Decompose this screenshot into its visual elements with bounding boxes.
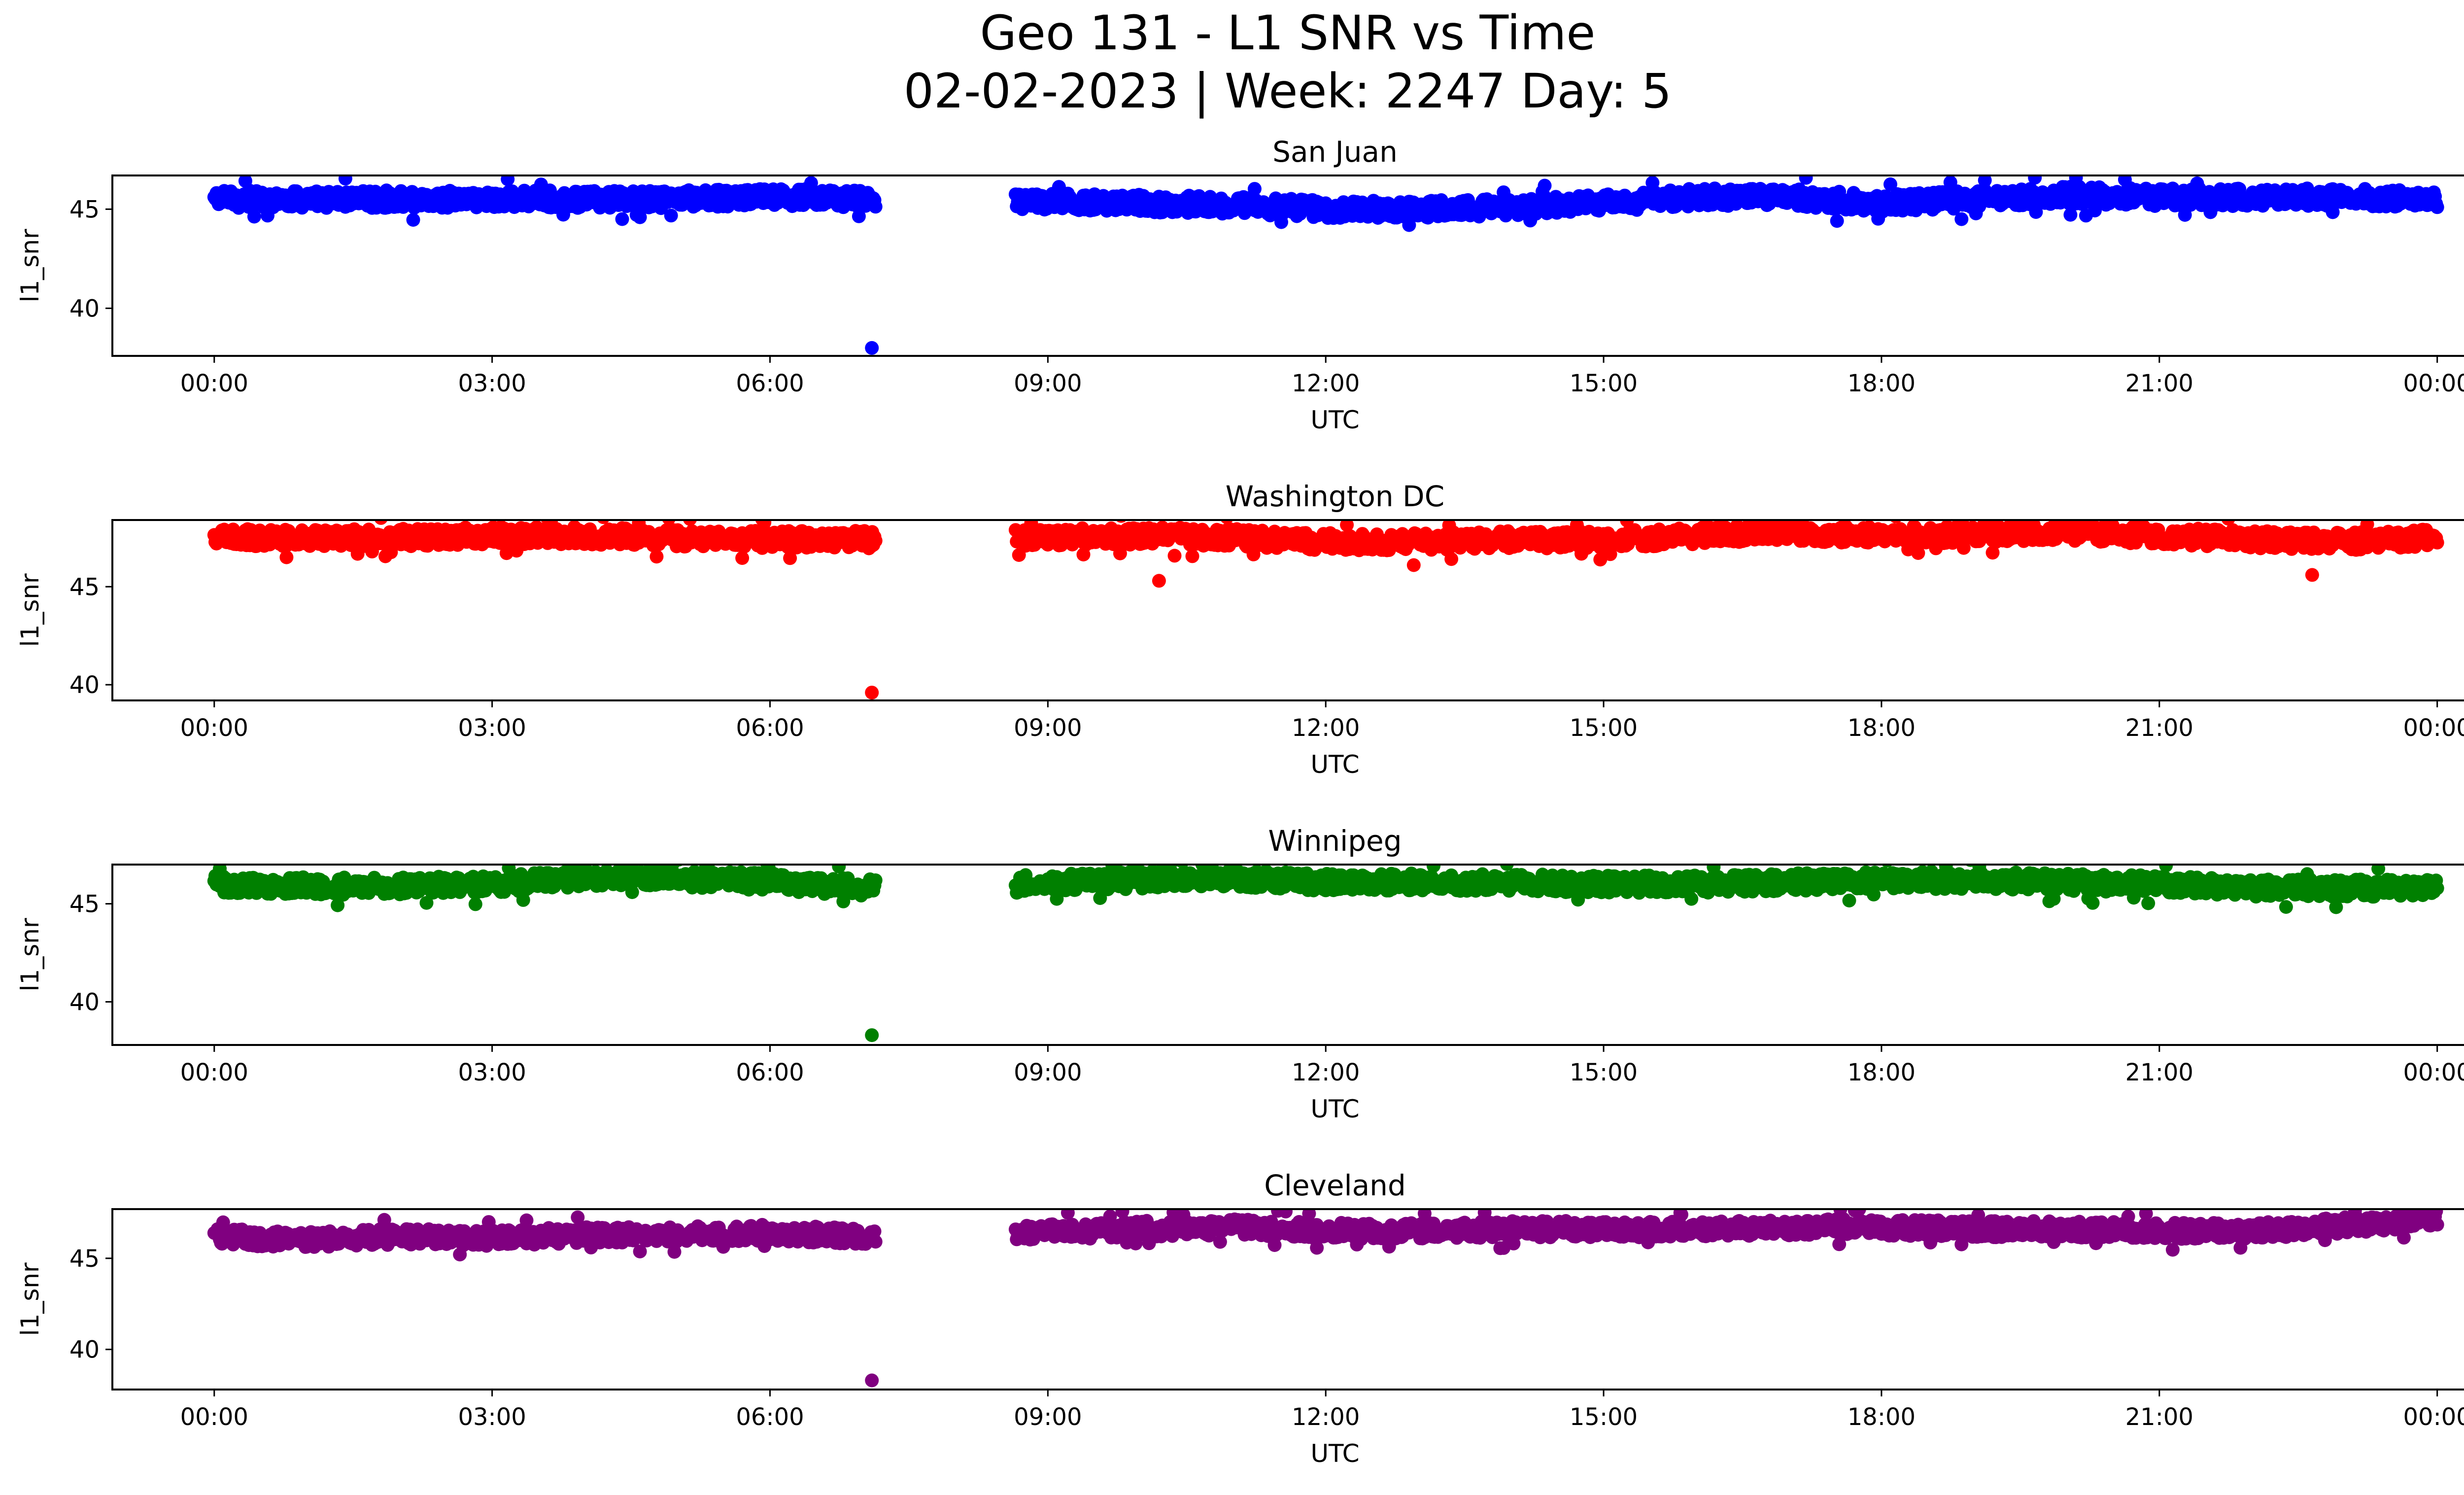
data-point [1185,549,1199,563]
outlier-point [1152,574,1166,588]
data-point [2028,175,2042,185]
y-tick-label: 45 [69,196,100,223]
subplot-title: Winnipeg [1268,824,1402,858]
data-point [868,873,883,887]
data-point [419,896,434,910]
x-tick-label: 03:00 [458,714,526,742]
data-point [501,175,515,186]
x-tick-label: 00:00 [2403,370,2464,397]
x-tick-label: 15:00 [1570,370,1638,397]
x-axis-label: UTC [1310,750,1359,779]
data-point [832,865,846,873]
data-point [1883,177,1897,191]
data-point [1247,182,1262,196]
data-point [2430,200,2444,214]
data-point [1830,214,1844,228]
x-tick-label: 21:00 [2125,714,2193,742]
x-axis-label: UTC [1310,406,1359,434]
data-point [1340,520,1354,532]
data-point [2063,208,2078,222]
data-point [664,209,678,223]
figure-title-line1: Geo 131 - L1 SNR vs Time [980,5,1596,61]
data-point [331,898,345,912]
axes-frame [111,174,2464,357]
data-point [1538,178,1552,193]
x-tick-label: 00:00 [180,370,248,397]
data-point [516,893,530,907]
data-point [1911,546,1925,560]
y-tick-label: 40 [69,671,100,699]
subplot-title: Washington DC [1226,480,1444,513]
data-point [1167,549,1182,563]
y-axis-label: l1_snr [16,229,44,302]
x-tick-label: 18:00 [1848,370,1916,397]
y-axis-label: l1_snr [16,573,44,647]
data-point [683,520,697,526]
subplot-washington-dc: Washington DC 00:00 03:00 06:00 09:00 12:00 15… [16,480,2464,779]
data-point [868,200,883,214]
data-point [615,212,629,226]
data-point [625,885,639,899]
x-tick-label: 00:00 [180,714,248,742]
outlier-point [865,341,879,355]
figure-title-line2: 02-02-2023 | Week: 2247 Day: 5 [904,64,1672,119]
outlier-point [1406,558,1421,572]
x-tick-label: 12:00 [1292,714,1360,742]
outlier-point [865,686,879,700]
x-tick-label: 09:00 [1014,370,1082,397]
data-point [2360,520,2374,531]
data-point [247,209,261,224]
x-tick-label: 03:00 [458,370,526,397]
x-tick-label: 18:00 [1848,714,1916,742]
data-point [868,534,883,548]
x-tick-label: 15:00 [1570,714,1638,742]
x-tick-label: 09:00 [1014,714,1082,742]
x-tick-label: 00:00 [2403,714,2464,742]
subplot-title: San Juan [1272,135,1398,169]
data-point [2430,535,2444,550]
x-tick-label: 12:00 [1292,370,1360,397]
data-point [1427,865,1440,873]
data-point [468,897,482,911]
x-tick-label: 06:00 [736,370,804,397]
data-point [1799,175,1813,185]
x-tick-label: 21:00 [2125,370,2193,397]
axes-frame [111,519,2464,701]
y-tick-label: 45 [69,573,100,601]
data-point [1500,865,1514,871]
series-points [207,865,2444,1043]
x-tick-label: 06:00 [736,714,804,742]
series-points [207,175,2444,355]
data-point [783,551,797,565]
data-point [1985,546,2000,560]
data-point [279,550,294,564]
data-point [1444,552,1459,566]
data-point [1050,892,1064,906]
subplot-san-juan: San Juan 00:00 03:00 06:00 09:00 12:00 15:00 18… [16,135,2464,434]
data-point [633,210,647,224]
data-point [1113,546,1127,560]
data-point [338,175,352,186]
data-point [735,551,750,565]
y-tick-label: 40 [69,295,100,322]
data-point [1978,175,1992,187]
data-point [852,209,866,223]
outlier-point [2305,568,2319,582]
data-point [374,520,388,525]
subplots: San Juan 00:00 03:00 06:00 09:00 12:00 15:00 18… [16,135,2464,1468]
data-point [1954,212,1969,226]
data-point [406,213,420,227]
data-point [650,550,664,564]
series-points [207,520,2444,700]
